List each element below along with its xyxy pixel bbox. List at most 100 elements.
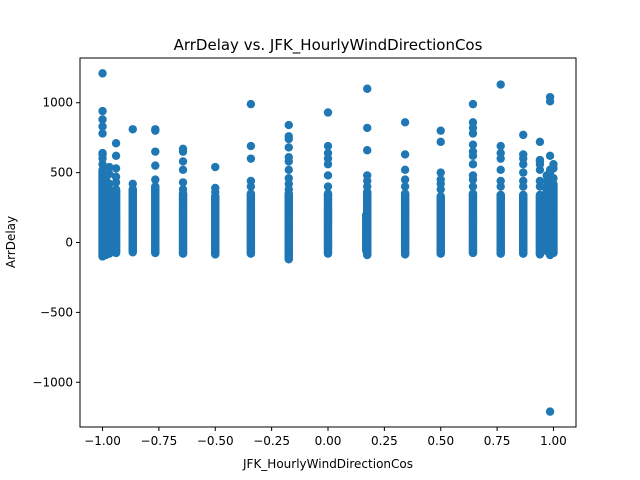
data-point [436, 126, 445, 135]
data-point [111, 185, 121, 194]
x-tick-label: 0.00 [315, 434, 342, 448]
data-point [284, 174, 293, 183]
data-point [436, 192, 445, 201]
data-point [323, 171, 333, 180]
data-point [105, 179, 114, 188]
data-point [151, 175, 160, 184]
data-point [535, 155, 545, 165]
data-point [363, 171, 372, 180]
data-point [363, 146, 372, 155]
data-point [363, 84, 372, 93]
data-point [496, 165, 505, 175]
data-point [111, 151, 121, 161]
data-point [151, 147, 160, 156]
y-tick-label: −1000 [32, 375, 73, 389]
y-tick-label: 500 [50, 166, 73, 180]
data-point [549, 174, 558, 183]
data-point [496, 80, 505, 89]
data-point [400, 175, 410, 184]
data-point [211, 162, 220, 172]
data-point [151, 161, 160, 170]
data-point [519, 150, 528, 159]
y-tick-label: −500 [40, 305, 73, 319]
x-tick-label: 0.50 [427, 434, 454, 448]
data-point [284, 153, 293, 162]
data-point [496, 176, 505, 186]
data-point [98, 106, 107, 116]
data-point [111, 164, 121, 173]
chart-title: ArrDelay vs. JFK_HourlyWindDirectionCos [174, 36, 483, 55]
data-point [468, 189, 478, 198]
data-point [98, 69, 107, 78]
data-point [323, 189, 333, 198]
data-point [98, 122, 107, 131]
x-tick-label: −0.50 [197, 434, 234, 448]
x-tick-label: 0.75 [484, 434, 511, 448]
data-point [178, 178, 188, 187]
data-point [436, 137, 445, 147]
data-point [98, 148, 107, 158]
data-point [496, 148, 505, 158]
data-point [545, 151, 555, 161]
x-tick-label: 0.25 [371, 434, 398, 448]
data-point [468, 160, 478, 169]
data-point [111, 172, 121, 182]
data-point [178, 165, 188, 175]
data-point [545, 92, 555, 102]
data-point [323, 108, 333, 117]
data-point [468, 182, 478, 191]
data-point [468, 140, 478, 149]
data-point [323, 141, 333, 151]
data-point [178, 185, 188, 194]
data-point [468, 171, 478, 180]
data-point [363, 123, 372, 133]
data-point [468, 147, 478, 156]
data-point [246, 141, 256, 151]
data-point [400, 118, 410, 127]
data-point [246, 176, 256, 186]
data-point [128, 179, 137, 188]
y-axis-label: ArrDelay [4, 216, 18, 268]
data-point [535, 176, 545, 186]
x-tick-label: −0.75 [141, 434, 178, 448]
data-point [519, 176, 528, 186]
data-point [535, 137, 545, 147]
data-point [246, 154, 256, 163]
y-tick-label: 1000 [42, 96, 73, 110]
data-point [496, 190, 505, 200]
data-point [400, 165, 410, 175]
data-point [400, 189, 410, 198]
data-point [519, 168, 528, 177]
y-axis-ticks: −1000 −500 0 500 1000 [32, 96, 80, 389]
data-point [284, 143, 293, 152]
data-point [468, 99, 478, 109]
data-point [535, 190, 545, 200]
data-point [151, 182, 160, 191]
data-point [246, 189, 256, 198]
data-point [151, 125, 160, 134]
data-point [284, 120, 293, 130]
x-axis-ticks: −1.00 −0.75 −0.50 −0.25 0.00 0.25 0.50 0.75 1.00 [84, 427, 567, 448]
data-point [400, 182, 410, 191]
data-point [436, 168, 445, 177]
data-point [128, 125, 137, 134]
x-tick-label: −1.00 [84, 434, 121, 448]
data-point [519, 130, 528, 140]
data-point [496, 141, 505, 151]
data-point [178, 144, 188, 154]
data-point [323, 148, 333, 158]
data-point [98, 115, 107, 124]
data-point [545, 407, 555, 416]
data-point [111, 139, 121, 148]
data-point [323, 182, 333, 191]
data-point [519, 190, 528, 200]
data-point [549, 160, 558, 169]
x-tick-label: 1.00 [540, 434, 567, 448]
data-point [105, 162, 114, 172]
y-tick-label: 0 [65, 236, 73, 250]
data-point [284, 132, 293, 141]
data-point [284, 165, 293, 175]
x-tick-label: −0.25 [253, 434, 290, 448]
data-point [468, 118, 478, 127]
